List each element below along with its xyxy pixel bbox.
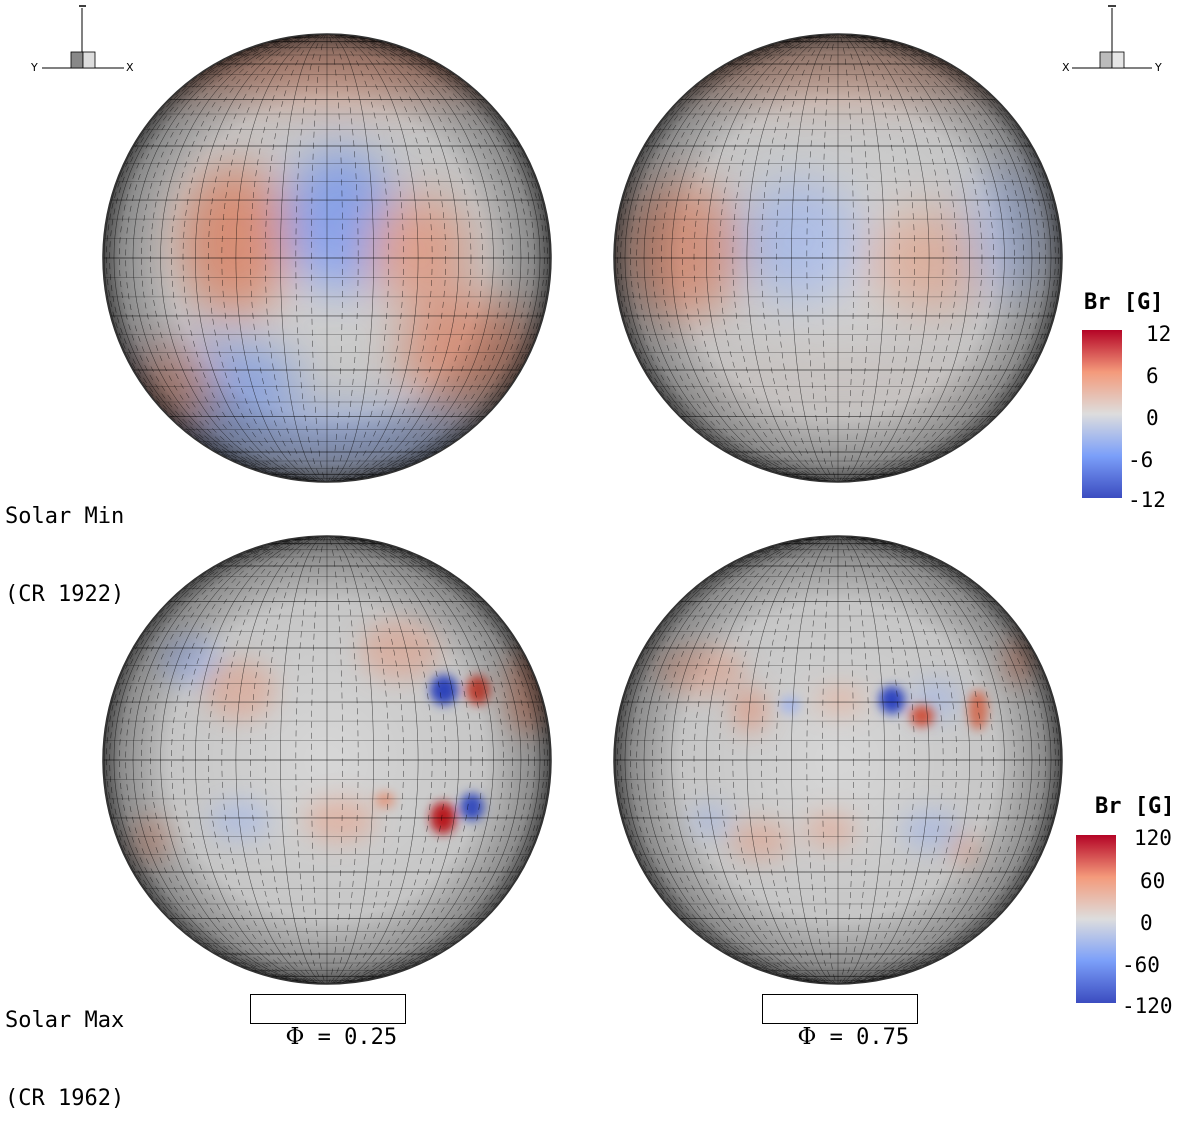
axis-triad-right-y: Y [1155, 61, 1162, 74]
phase-label-025: Φ = 0.25 [250, 994, 406, 1024]
sphere-solar-max-phi-075 [614, 536, 1062, 984]
phase-label-075: Φ = 0.75 [762, 994, 918, 1024]
row-label-solar-max-line1: Solar Max [5, 1008, 124, 1034]
axis-triad-right [1072, 6, 1152, 68]
colorbar-max-tick: 0 [1140, 911, 1153, 935]
row-label-solar-min-line1: Solar Min [5, 504, 124, 530]
figure [0, 0, 1200, 1030]
axis-triad-left-y: Y [31, 61, 38, 74]
colorbar-min-title: Br [G] [1084, 290, 1163, 315]
colorbar-max-tick: 60 [1140, 869, 1165, 893]
colorbar-max-title: Br [G] [1095, 794, 1174, 819]
colorbar-min-tick: 12 [1146, 322, 1171, 346]
colorbar-min-tick: -12 [1128, 488, 1166, 512]
row-label-solar-max-line2: (CR 1962) [5, 1086, 124, 1112]
axis-triad-left [42, 6, 124, 68]
sphere-solar-min-phi-025 [97, 20, 557, 482]
axis-triad-right-x: X [1062, 61, 1070, 74]
sphere-solar-min-phi-075 [608, 20, 1068, 482]
phase-value: = 0.25 [304, 1025, 397, 1050]
phase-value: = 0.75 [816, 1025, 909, 1050]
colorbar-min-tick: 6 [1146, 364, 1159, 388]
colorbar-max-tick: 120 [1134, 826, 1172, 850]
colorbar-max [1076, 835, 1116, 1003]
sphere-solar-max-phi-025 [103, 536, 555, 984]
colorbar-max-tick: -120 [1122, 994, 1173, 1018]
row-label-solar-max: Solar Max (CR 1962) [5, 956, 124, 1138]
colorbar-min [1082, 330, 1122, 498]
phase-symbol: Φ [798, 1024, 817, 1050]
row-label-solar-min: Solar Min (CR 1922) [5, 452, 124, 634]
row-label-solar-min-line2: (CR 1922) [5, 582, 124, 608]
colorbar-min-tick: -6 [1128, 448, 1153, 472]
axis-triad-left-x: X [126, 61, 134, 74]
colorbar-max-tick: -60 [1122, 953, 1160, 977]
colorbar-min-tick: 0 [1146, 406, 1159, 430]
phase-symbol: Φ [286, 1024, 305, 1050]
